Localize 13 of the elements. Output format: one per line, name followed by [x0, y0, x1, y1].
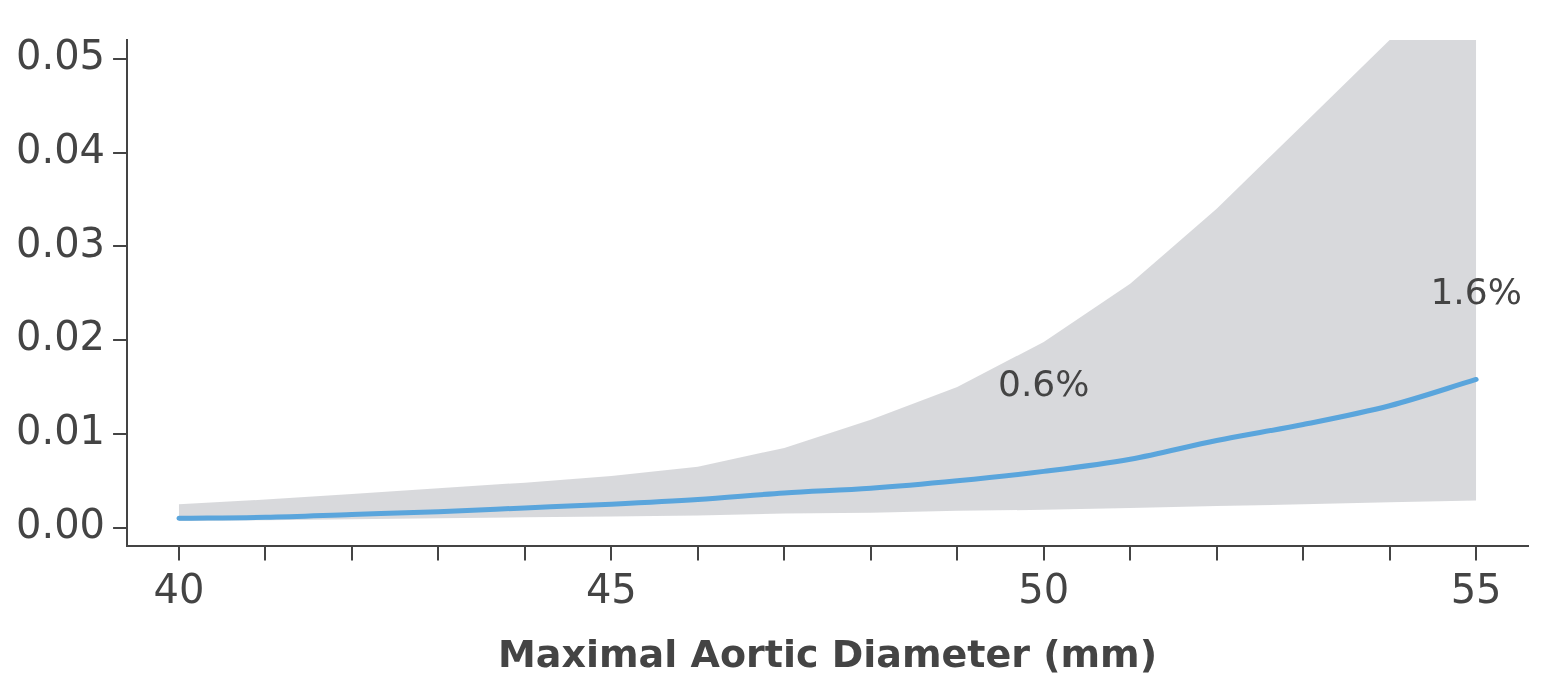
annotation: 1.6%	[1430, 270, 1522, 312]
annotation: 0.6%	[997, 362, 1090, 404]
x-tick-label: 45	[585, 565, 637, 612]
x-axis-title: Maximal Aortic Diameter (mm)	[497, 632, 1158, 677]
y-tick-label: 0.03	[16, 219, 106, 266]
y-tick-label: 0.05	[16, 32, 106, 79]
y-tick-label: 0.04	[16, 125, 106, 172]
y-tick-label: 0.01	[16, 407, 106, 454]
x-tick-label: 50	[1018, 565, 1070, 612]
x-tick-label: 55	[1450, 565, 1502, 612]
y-tick-label: 0.00	[16, 501, 106, 548]
x-tick-label: 40	[153, 565, 205, 612]
y-tick-label: 0.02	[16, 313, 106, 360]
